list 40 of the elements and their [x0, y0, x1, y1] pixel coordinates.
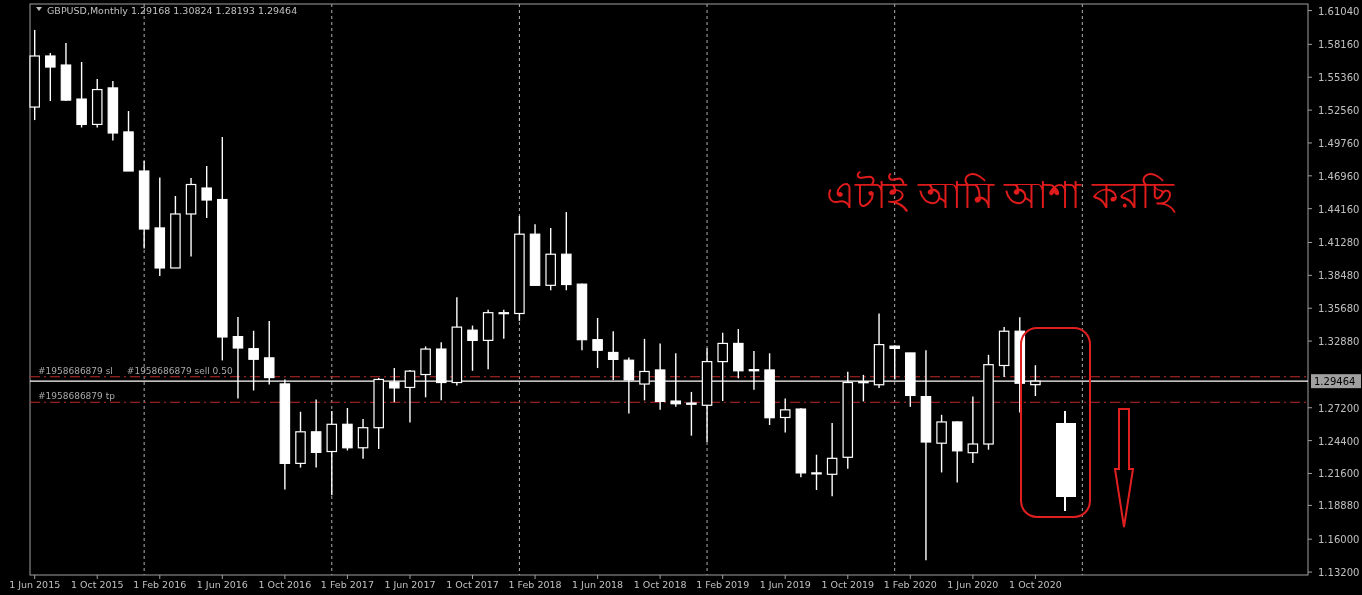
- y-tick-label: 1.21600: [1318, 468, 1360, 480]
- x-tick-label: 1 Jun 2019: [759, 579, 811, 590]
- ref-line-label: #1958686879 sl: [38, 365, 113, 376]
- x-tick-label: 1 Feb 2020: [883, 579, 937, 590]
- y-tick-label: 1.49760: [1318, 137, 1360, 149]
- x-tick-label: 1 Jun 2016: [196, 579, 248, 590]
- y-tick-label: 1.24400: [1318, 435, 1360, 447]
- y-tick-label: 1.52560: [1318, 105, 1360, 117]
- x-tick-label: 1 Oct 2018: [633, 579, 687, 590]
- x-tick-label: 1 Oct 2019: [821, 579, 875, 590]
- x-tick-label: 1 Feb 2018: [508, 579, 562, 590]
- y-tick-label: 1.35680: [1318, 303, 1360, 315]
- ref-line-label: #1958686879 tp: [38, 391, 116, 402]
- x-tick-label: 1 Jun 2015: [9, 579, 61, 590]
- y-tick-label: 1.38480: [1318, 270, 1360, 282]
- x-tick-label: 1 Feb 2019: [696, 579, 750, 590]
- y-tick-label: 1.18880: [1318, 500, 1360, 512]
- x-tick-label: 1 Feb 2017: [320, 579, 374, 590]
- y-tick-label: 1.55360: [1318, 72, 1360, 84]
- y-tick-label: 1.46960: [1318, 170, 1360, 182]
- annotation: #1958686879 sell 0.50: [126, 365, 233, 376]
- x-tick-label: 1 Jun 2020: [947, 579, 999, 590]
- y-tick-label: 1.61040: [1318, 5, 1360, 17]
- x-tick-label: 1 Oct 2020: [1009, 579, 1062, 590]
- y-tick-label: 1.41280: [1318, 237, 1360, 249]
- chart-title: GBPUSD,Monthly 1.29168 1.30824 1.28193 1.29464: [47, 5, 298, 16]
- x-tick-label: 1 Jun 2018: [572, 579, 624, 590]
- x-tick-label: 1 Jun 2017: [384, 579, 436, 590]
- x-tick-label: 1 Oct 2016: [258, 579, 312, 590]
- y-tick-label: 1.16000: [1318, 534, 1360, 546]
- x-tick-label: 1 Feb 2016: [133, 579, 187, 590]
- ref-line-label: 1.29464: [1314, 376, 1356, 388]
- y-tick-label: 1.44160: [1318, 203, 1360, 215]
- y-tick-label: 1.32880: [1318, 336, 1360, 348]
- y-tick-label: 1.27200: [1318, 402, 1360, 414]
- y-tick-label: 1.58160: [1318, 39, 1360, 51]
- x-tick-label: 1 Oct 2015: [70, 579, 124, 590]
- x-tick-label: 1 Oct 2017: [446, 579, 499, 590]
- annotation: এটাই আমি আশা করছি: [826, 171, 1176, 216]
- y-tick-label: 1.13200: [1318, 567, 1360, 579]
